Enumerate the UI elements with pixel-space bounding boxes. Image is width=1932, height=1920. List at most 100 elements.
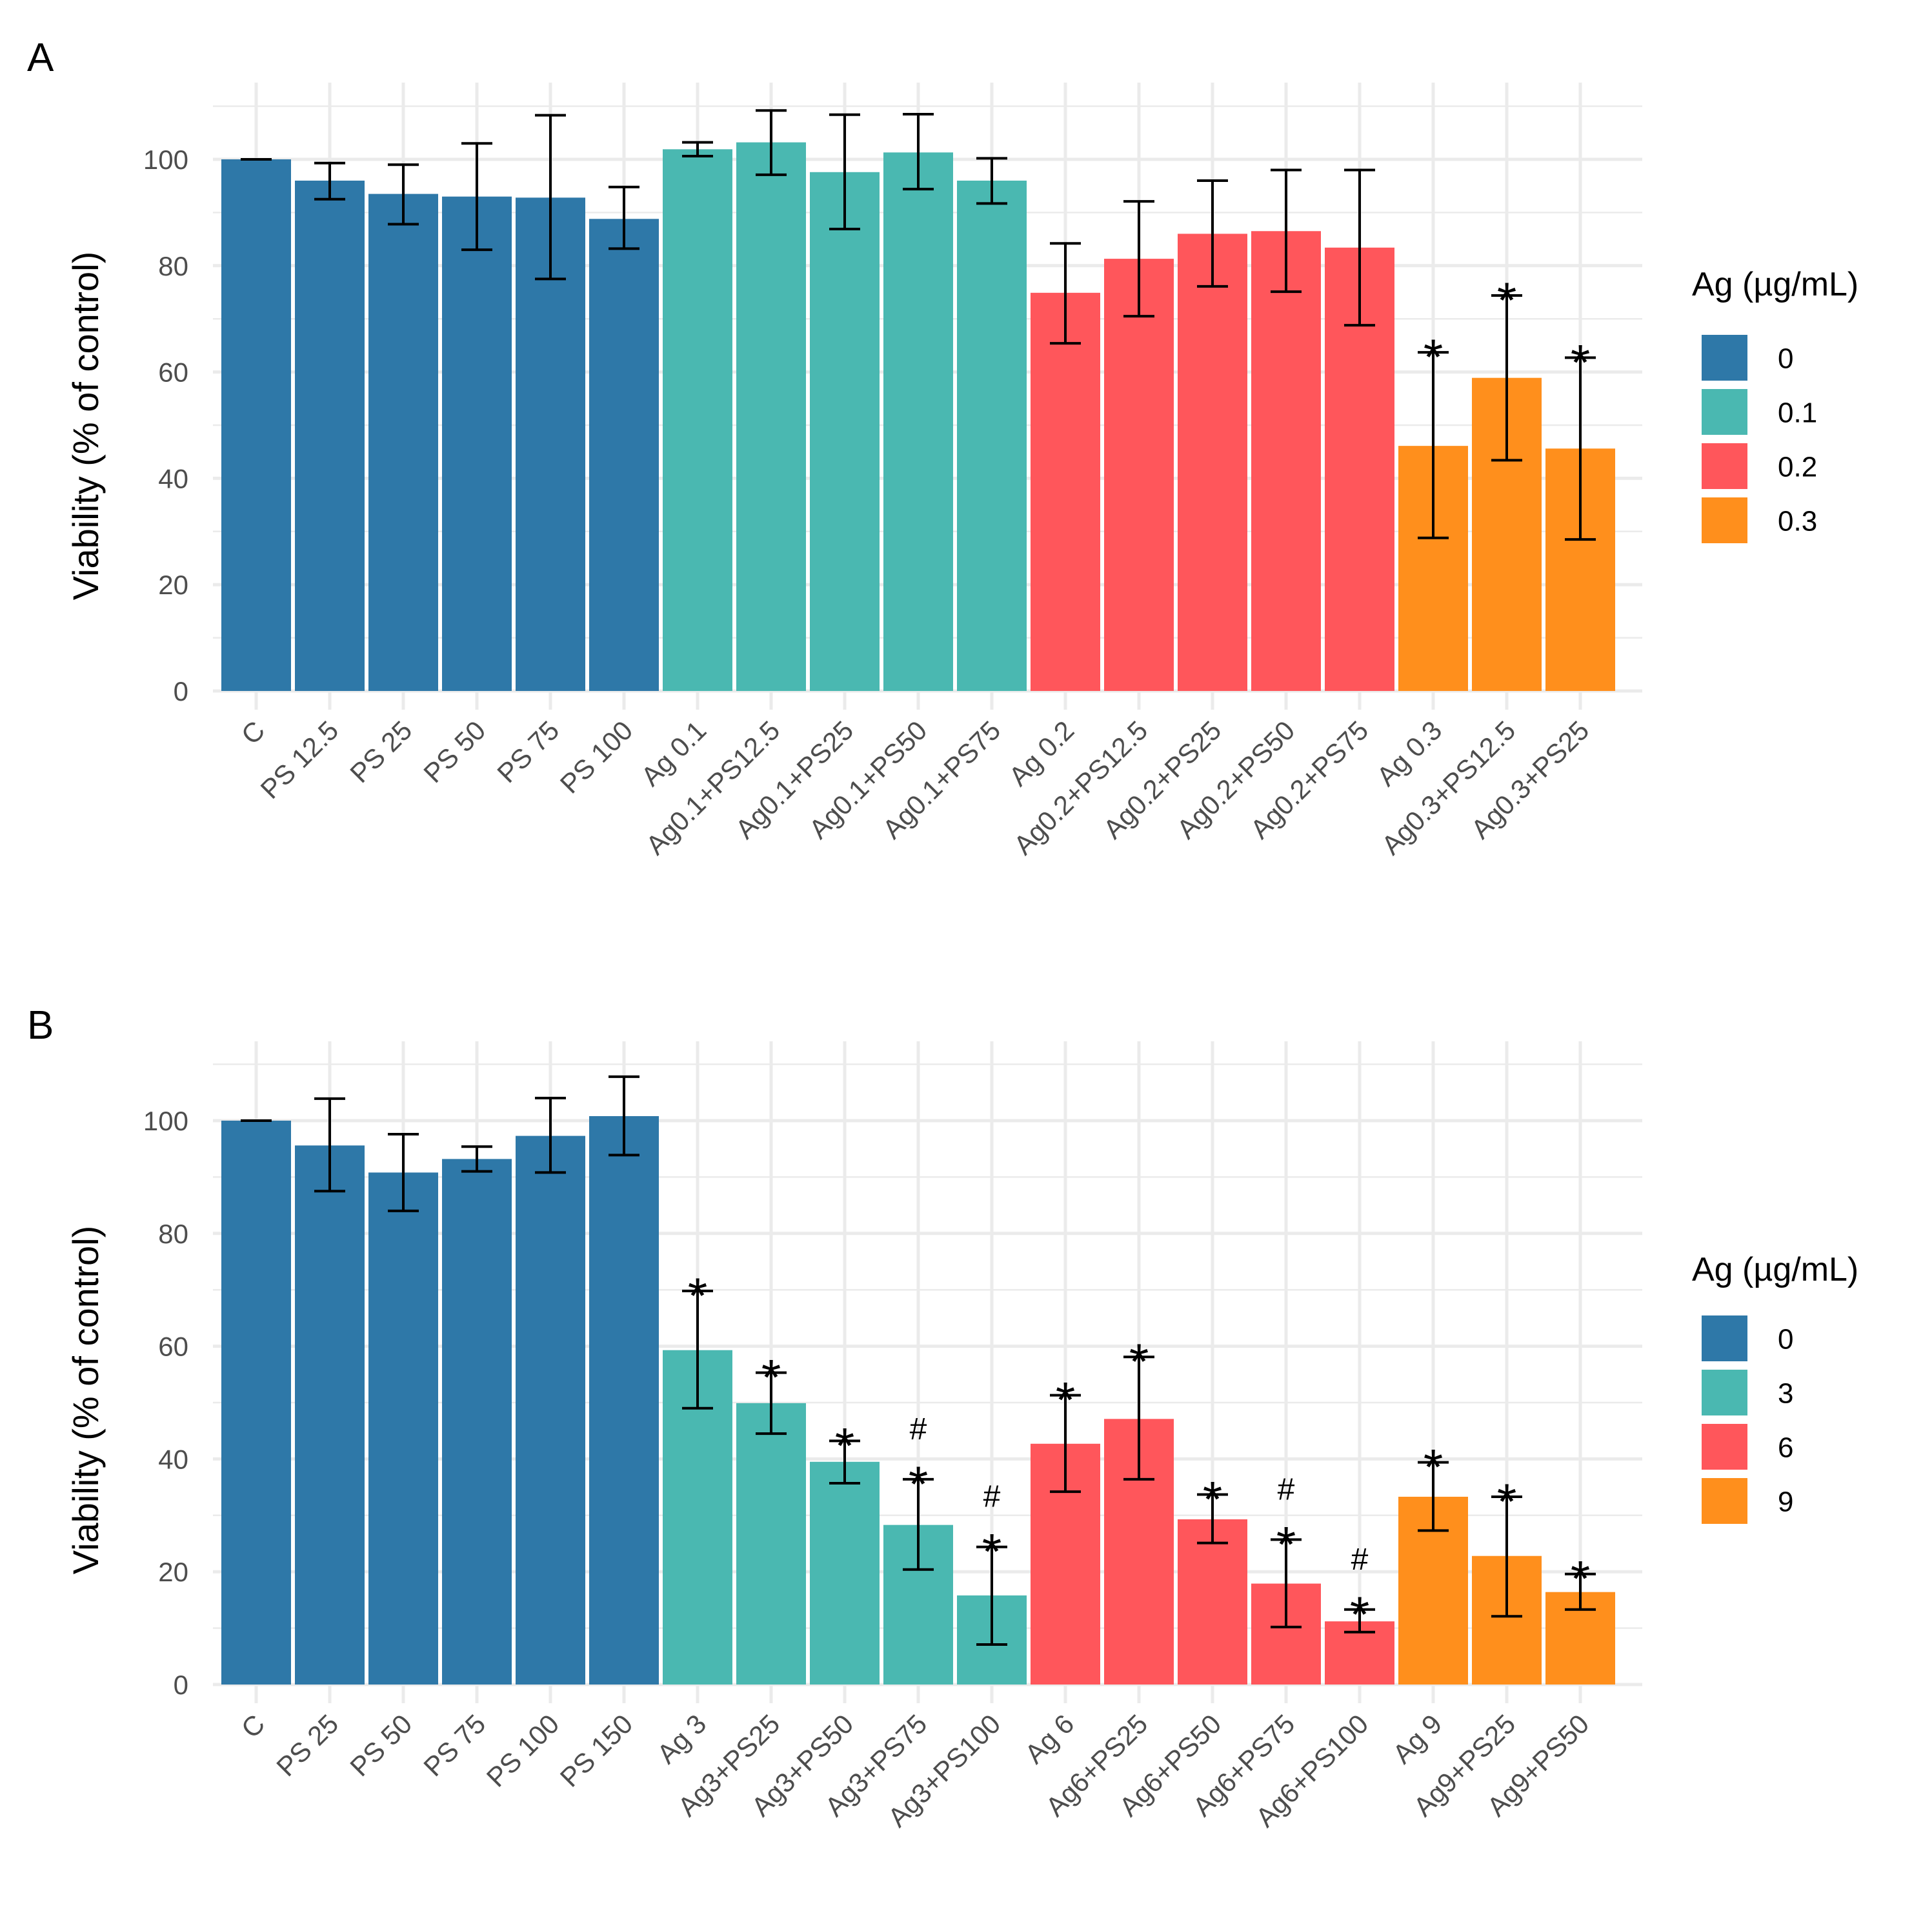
y-axis-label-a: Viability (% of control) xyxy=(65,252,106,601)
bar xyxy=(368,1172,438,1685)
bar xyxy=(1031,292,1100,692)
legend-label: 3 xyxy=(1778,1378,1793,1410)
error-bar xyxy=(388,1132,419,1212)
bar xyxy=(516,1135,585,1685)
x-tick-label: PS 100 xyxy=(554,715,639,799)
x-tick-label: Ag0.1+PS12.5 xyxy=(640,715,786,861)
error-bar xyxy=(1271,1538,1302,1628)
significance-star: * xyxy=(1424,328,1443,385)
x-tick-label: C xyxy=(236,715,271,750)
bar xyxy=(1178,234,1247,691)
error-bar xyxy=(1344,168,1375,327)
error-bar xyxy=(829,1439,860,1485)
y-tick-label: 100 xyxy=(143,145,188,175)
x-tick-label: PS 50 xyxy=(418,715,491,788)
error-bar xyxy=(609,1075,639,1157)
y-ticks-a: 0 20 40 60 80 100 xyxy=(143,145,188,706)
legend-swatch xyxy=(1702,389,1747,435)
legend-label: 6 xyxy=(1778,1432,1793,1464)
significance-star: * xyxy=(1497,272,1516,328)
legend-swatch xyxy=(1702,443,1747,489)
error-bar xyxy=(1565,356,1596,541)
legend-label: 0 xyxy=(1778,1324,1793,1355)
bar xyxy=(810,172,880,691)
y-tick-label: 100 xyxy=(143,1106,188,1136)
y-tick-label: 80 xyxy=(158,1219,188,1249)
error-bar xyxy=(682,141,713,158)
legend-title-a: Ag (µg/mL) xyxy=(1692,266,1858,303)
significance-star: * xyxy=(1129,1333,1149,1390)
significance-star: * xyxy=(1497,1473,1516,1530)
significance-star: * xyxy=(835,1417,854,1474)
y-tick-label: 80 xyxy=(158,251,188,281)
error-bar xyxy=(1123,1355,1154,1481)
y-tick-label: 0 xyxy=(174,676,188,706)
x-tick-label: Ag0.2+PS12.5 xyxy=(1008,715,1154,861)
legend-a: Ag (µg/mL) 0 0.1 0.2 0.3 xyxy=(1692,266,1858,543)
significance-star: * xyxy=(761,1349,781,1406)
significance-star: * xyxy=(1276,1515,1296,1572)
bar xyxy=(295,180,365,692)
error-bar xyxy=(903,1477,934,1571)
x-tick-label: C xyxy=(236,1708,271,1744)
legend-swatch xyxy=(1702,335,1747,381)
error-bar xyxy=(682,1289,713,1410)
error-bar xyxy=(1197,1493,1228,1545)
bars-b xyxy=(221,1116,1615,1685)
significance-star: * xyxy=(688,1267,707,1324)
significance-hash: # xyxy=(910,1412,927,1446)
legend-b: Ag (µg/mL) 0 3 6 9 xyxy=(1692,1251,1858,1524)
significance-star: * xyxy=(1424,1439,1443,1495)
panel-letter-a: A xyxy=(27,35,54,80)
legend-swatch xyxy=(1702,1478,1747,1524)
error-bar xyxy=(756,109,787,176)
error-bar xyxy=(535,114,566,281)
x-tick-label: PS 25 xyxy=(344,715,418,788)
bar xyxy=(368,194,438,691)
significance-star: * xyxy=(1571,1550,1590,1607)
x-tick-label: PS 12.5 xyxy=(254,715,344,805)
legend-label: 0.2 xyxy=(1778,452,1817,483)
error-bar xyxy=(976,1545,1007,1646)
legend-swatch xyxy=(1702,1370,1747,1415)
error-bar xyxy=(609,185,639,250)
significance-hash: # xyxy=(1351,1543,1369,1577)
error-bar xyxy=(1418,351,1449,539)
bar xyxy=(221,159,291,691)
bar xyxy=(1178,1519,1247,1685)
legend-label: 0 xyxy=(1778,343,1793,375)
y-tick-label: 40 xyxy=(158,463,188,494)
bar xyxy=(1104,259,1174,691)
error-bar xyxy=(535,1097,566,1174)
x-tick-label: Ag 9 xyxy=(1387,1708,1447,1769)
y-tick-label: 0 xyxy=(174,1670,188,1700)
bar xyxy=(221,1121,291,1685)
legend-title-b: Ag (µg/mL) xyxy=(1692,1251,1858,1288)
errorbars-b xyxy=(241,1075,1596,1646)
error-bar xyxy=(388,163,419,226)
error-bar xyxy=(903,112,934,191)
error-bar xyxy=(1197,179,1228,288)
x-tick-label: PS 100 xyxy=(481,1708,565,1793)
legend-swatch xyxy=(1702,1315,1747,1361)
bars-a xyxy=(221,142,1615,692)
bar xyxy=(883,152,953,692)
significance-hash: # xyxy=(983,1480,1001,1514)
significance-star: * xyxy=(982,1523,1001,1580)
y-tick-label: 20 xyxy=(158,570,188,600)
error-bar xyxy=(1271,168,1302,294)
significance-star: * xyxy=(909,1455,928,1512)
x-tick-label: PS 150 xyxy=(554,1708,639,1793)
y-tick-label: 60 xyxy=(158,1332,188,1362)
bar xyxy=(957,180,1027,692)
legend-label: 0.3 xyxy=(1778,506,1817,537)
significance-star: * xyxy=(1056,1372,1075,1428)
error-bar xyxy=(1565,1572,1596,1611)
bar xyxy=(810,1461,880,1685)
error-bar xyxy=(1344,1608,1375,1634)
